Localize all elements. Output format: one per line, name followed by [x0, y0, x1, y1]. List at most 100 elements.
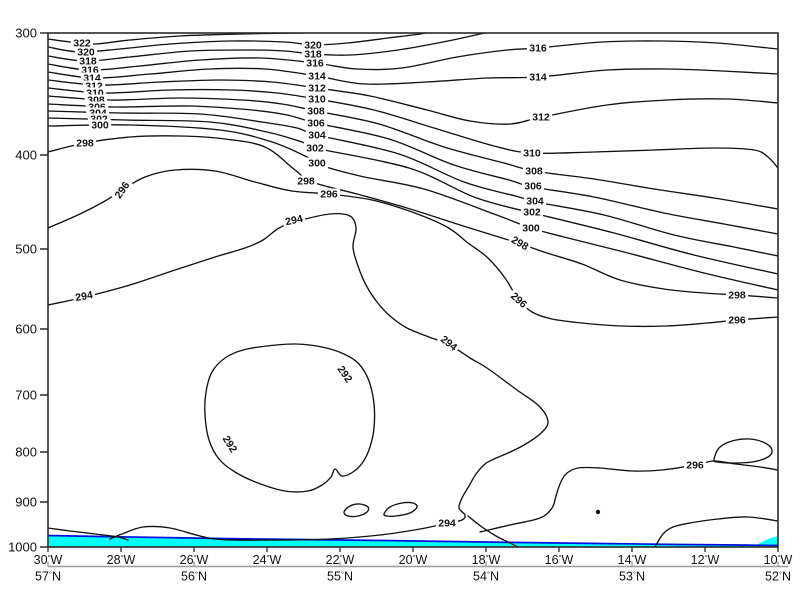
contour-label-302-2: 302 — [520, 206, 544, 219]
lon-tick-label: 26°W — [180, 553, 209, 567]
svg-text:312: 312 — [532, 112, 550, 124]
svg-text:316: 316 — [306, 58, 324, 70]
contour-label-312-1: 312 — [305, 82, 329, 95]
lat-tick-label: 54°N — [473, 570, 499, 584]
contour-label-300-1: 300 — [305, 157, 329, 170]
lat-tick-label: 56°N — [181, 570, 207, 584]
svg-text:298: 298 — [297, 176, 315, 188]
lon-tick-label: 28°W — [107, 553, 136, 567]
contour-label-300-2: 300 — [519, 222, 543, 235]
contour-label-310-1: 310 — [305, 93, 329, 106]
contour-line-294-15 — [467, 515, 519, 547]
svg-text:298: 298 — [728, 290, 746, 302]
svg-text:308: 308 — [307, 106, 325, 118]
lat-tick-label: 57°N — [35, 570, 61, 584]
contour-line-296-21 — [479, 460, 778, 533]
contour-label-314-1: 314 — [305, 70, 329, 83]
contour-label-308-2: 308 — [522, 165, 546, 178]
contour-line-304-9 — [48, 110, 778, 257]
svg-text:298: 298 — [76, 138, 94, 150]
contour-label-294-3: 294 — [435, 517, 459, 530]
contour-label-310-2: 310 — [520, 147, 544, 160]
contour-line-302-10 — [48, 117, 778, 275]
contour-label-304-1: 304 — [305, 129, 329, 142]
contour-line-292-20 — [383, 501, 418, 517]
svg-text:310: 310 — [308, 94, 326, 106]
svg-text:306: 306 — [524, 181, 542, 193]
lon-tick-label: 20°W — [399, 553, 428, 567]
y-axis-pressure: 300 400 500 600 700 800 900 1000 — [8, 26, 48, 555]
svg-text:310: 310 — [523, 148, 541, 160]
contour-line-292-18 — [204, 343, 376, 493]
lat-tick-label: 52°N — [765, 570, 791, 584]
contour-line-296-22 — [713, 438, 773, 464]
lat-tick-label: 53°N — [619, 570, 645, 584]
x-axis-latitude: 57°N 56°N 55°N 54°N 53°N 52°N — [35, 561, 791, 584]
contour-label-312-2: 312 — [529, 111, 553, 124]
contour-speck-0 — [595, 509, 601, 515]
svg-text:316: 316 — [529, 43, 547, 55]
contour-line-294-16 — [654, 516, 778, 547]
lat-tick-label: 55°N — [327, 570, 353, 584]
lon-tick-label: 10°W — [764, 553, 793, 567]
contour-line-314-4 — [48, 67, 778, 85]
contour-label-306-1: 306 — [304, 117, 328, 130]
svg-text:304: 304 — [526, 196, 544, 208]
y-tick-label-700: 700 — [15, 388, 37, 403]
svg-text:294: 294 — [438, 518, 456, 530]
contour-line-300-11 — [48, 124, 778, 291]
lon-tick-label: 22°W — [326, 553, 355, 567]
svg-text:302: 302 — [523, 207, 541, 219]
contour-label-316-2: 316 — [526, 42, 550, 55]
contour-label-296-1: 296 — [317, 188, 341, 201]
lon-tick-label: 30°W — [34, 553, 63, 567]
svg-text:312: 312 — [308, 83, 326, 95]
svg-text:300: 300 — [308, 158, 326, 170]
y-tick-label-1000: 1000 — [8, 540, 37, 555]
svg-text:302: 302 — [306, 143, 324, 155]
svg-text:296: 296 — [686, 460, 704, 472]
contour-label-298-3: 298 — [725, 289, 749, 302]
x-axis-longitude: 30°W 28°W 26°W 24°W 22°W 20°W 18°W 16°W 14°W 12°W… — [34, 547, 793, 567]
contour-line-294-17 — [48, 527, 129, 541]
contour-label-296-0: 296 — [683, 459, 707, 472]
lon-tick-label: 18°W — [472, 553, 501, 567]
lon-tick-label: 14°W — [618, 553, 647, 567]
contour-line-318-2 — [48, 33, 489, 62]
surface-cyan-band-1 — [752, 536, 778, 547]
svg-text:296: 296 — [320, 189, 338, 201]
svg-text:308: 308 — [525, 166, 543, 178]
svg-text:314: 314 — [308, 71, 326, 83]
contour-label-298-0: 298 — [73, 137, 97, 150]
contour-label-300-0: 300 — [88, 119, 112, 132]
svg-text:300: 300 — [522, 223, 540, 235]
y-tick-label-800: 800 — [15, 445, 37, 460]
contour-line-310-6 — [48, 87, 778, 169]
contour-line-320-1 — [48, 33, 430, 53]
contour-label-316-1: 316 — [303, 57, 327, 70]
y-tick-label-900: 900 — [15, 495, 37, 510]
y-tick-label-400: 400 — [15, 148, 37, 163]
svg-text:296: 296 — [728, 315, 746, 327]
contour-label-294-1: 294 — [281, 212, 307, 228]
contour-label-294-0: 294 — [72, 288, 96, 304]
svg-text:294: 294 — [284, 213, 304, 228]
y-tick-label-600: 600 — [15, 322, 37, 337]
svg-text:300: 300 — [91, 120, 109, 132]
contour-line-316-3 — [48, 40, 778, 71]
y-tick-label-300: 300 — [15, 26, 37, 41]
contour-line-308-7 — [48, 95, 778, 210]
contour-label-308-1: 308 — [304, 105, 328, 118]
svg-text:314: 314 — [529, 72, 547, 84]
contour-label-306-2: 306 — [521, 180, 545, 193]
contour-label-302-1: 302 — [303, 142, 327, 155]
svg-text:306: 306 — [307, 118, 325, 130]
contour-line-298-12 — [48, 135, 778, 299]
contour-line-292-19 — [343, 503, 370, 518]
svg-text:304: 304 — [308, 130, 326, 142]
surface-blue-line — [48, 534, 778, 547]
contour-label-304-2: 304 — [523, 195, 547, 208]
contour-line-312-5 — [48, 79, 778, 125]
